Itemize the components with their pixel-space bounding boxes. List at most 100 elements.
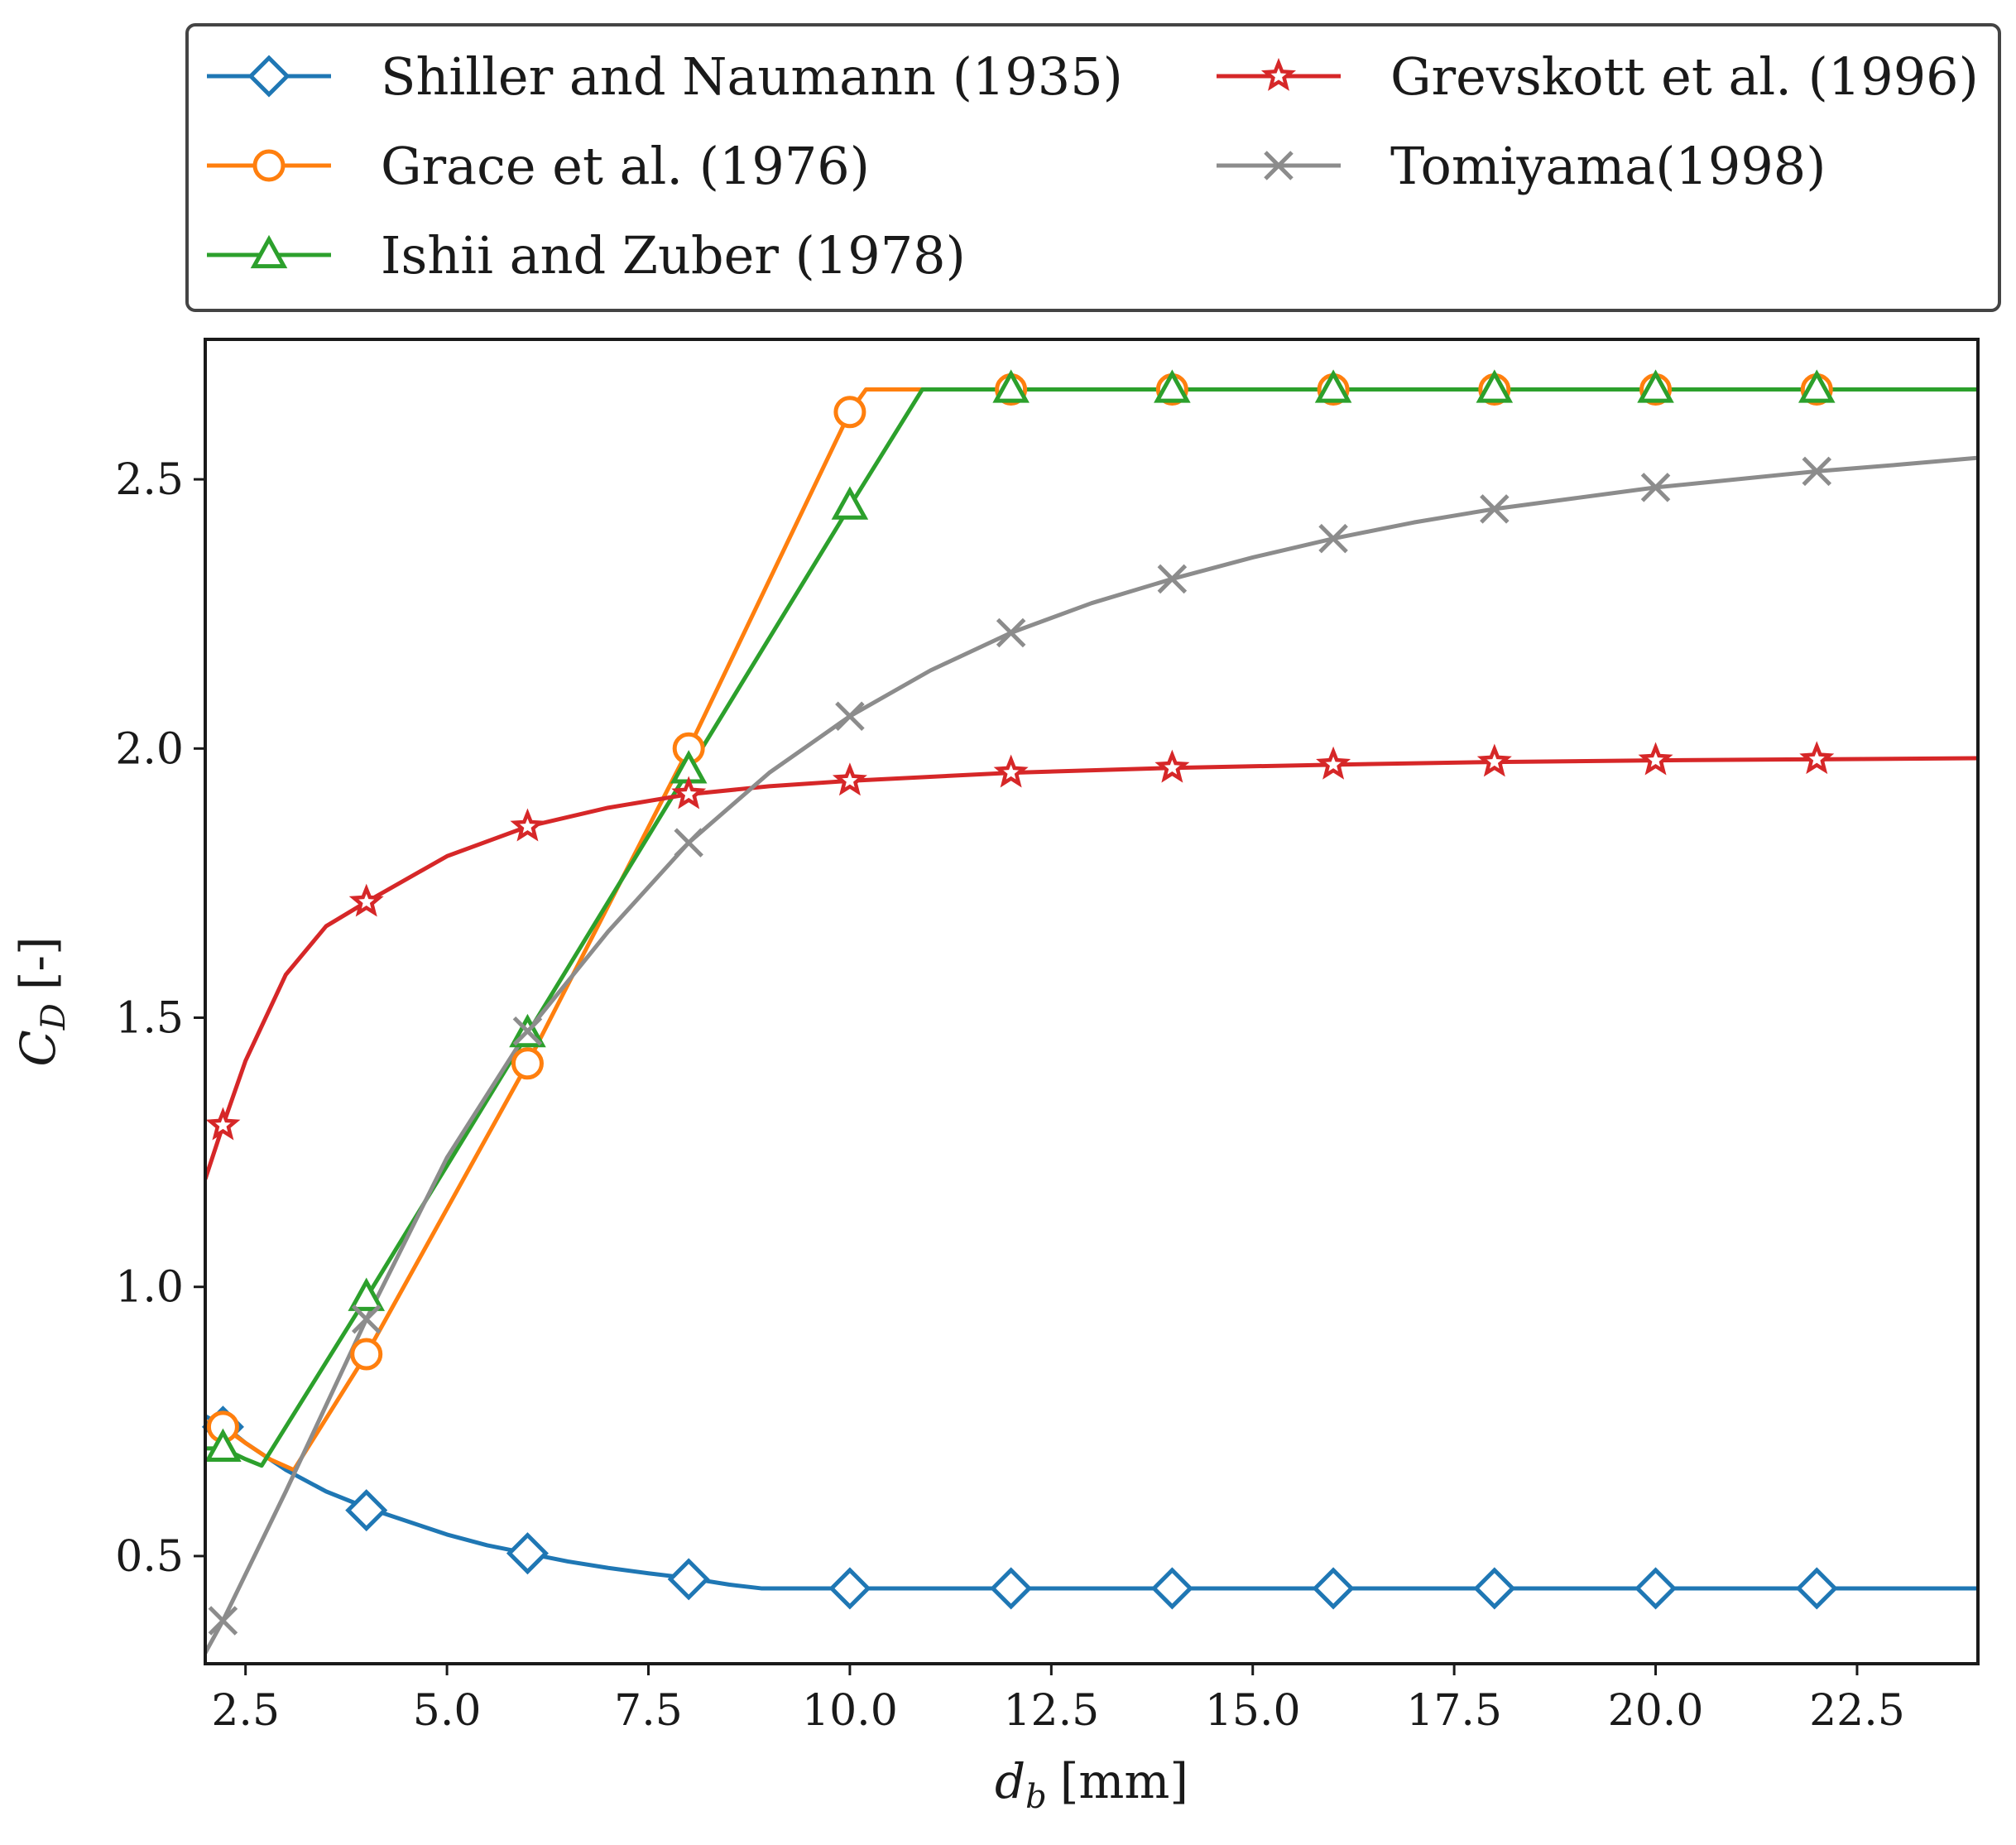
legend-frame: [185, 23, 2001, 312]
data-point: [348, 1277, 386, 1311]
data-point: [512, 1016, 543, 1046]
data-point: [510, 808, 545, 842]
data-point: [345, 1489, 388, 1532]
legend-swatch-marker: [250, 234, 288, 269]
series-line-2: [205, 387, 1978, 1473]
data-point: [205, 1107, 241, 1141]
series-line-3: [205, 387, 1978, 1468]
data-point: [1795, 1567, 1838, 1610]
data-point: [990, 1567, 1033, 1610]
data-point: [1638, 742, 1673, 776]
plot-area: [201, 338, 1980, 1665]
data-point-stroke-b: [1640, 473, 1671, 502]
data-point-stroke-b: [1318, 523, 1348, 554]
legend-label: Grevskott et al. (1996): [1390, 46, 1979, 107]
data-point: [350, 1338, 383, 1371]
data-point-stroke-b: [835, 701, 865, 732]
y-tick-label: 1.5: [115, 994, 184, 1044]
y-tick-label: 2.5: [115, 455, 184, 505]
y-tick-label: 0.5: [115, 1532, 184, 1582]
series-markers-1: [201, 1405, 1838, 1610]
data-point: [828, 1567, 871, 1610]
legend-item: Tomiyama(1998): [1217, 136, 1826, 196]
data-point: [208, 1606, 238, 1636]
y-axis-title-sub: D: [35, 1003, 73, 1031]
x-tick-label: 10.0: [802, 1686, 898, 1736]
series-lines: [205, 387, 1978, 1655]
data-point: [831, 486, 869, 520]
data-point: [1799, 741, 1835, 775]
series-markers: [201, 369, 1838, 1636]
data-point: [832, 762, 867, 796]
data-point-stroke-b: [512, 1016, 543, 1046]
legend-label: Shiller and Naumann (1935): [381, 46, 1123, 107]
data-point: [1312, 1567, 1355, 1610]
data-point: [993, 754, 1029, 788]
legend-swatch-marker-stroke-b: [1264, 151, 1294, 180]
legend-item: Grace et al. (1976): [207, 136, 870, 196]
data-point: [1150, 1567, 1193, 1610]
x-tick-label: 22.5: [1809, 1686, 1905, 1736]
y-axis-title-main: C: [10, 1030, 66, 1066]
legend: Shiller and Naumann (1935) Grace et al. (…: [185, 23, 2001, 312]
x-tick-label: 12.5: [1003, 1686, 1099, 1736]
series-line-5: [205, 455, 1978, 1655]
x-tick-label: 7.5: [614, 1686, 683, 1736]
x-axis-title: db [mm]: [995, 1753, 1188, 1816]
series-markers-4: [205, 741, 1835, 1141]
legend-label: Tomiyama(1998): [1390, 136, 1826, 196]
data-point: [671, 776, 707, 810]
data-point: [1640, 473, 1671, 502]
series-markers-2: [206, 372, 1833, 1444]
legend-item: Shiller and Naumann (1935): [207, 46, 1123, 107]
y-axis-title: CD [-]: [10, 936, 73, 1066]
data-point: [511, 1047, 544, 1080]
y-tick-label: 1.0: [115, 1263, 184, 1313]
legend-item: Grevskott et al. (1996): [1217, 46, 1979, 107]
data-point-stroke-b: [1480, 494, 1510, 524]
data-point: [1634, 1567, 1678, 1610]
data-point: [351, 1304, 382, 1334]
x-axis-title-unit: [mm]: [1060, 1753, 1188, 1809]
legend-swatch-marker: [1264, 151, 1294, 180]
data-point: [1802, 456, 1832, 487]
data-point: [348, 883, 384, 917]
legend-item: Ishii and Zuber (1978): [207, 225, 966, 286]
data-point: [996, 617, 1026, 648]
legend-swatch-marker: [252, 149, 286, 182]
legend-label: Ishii and Zuber (1978): [381, 225, 966, 286]
data-point: [1476, 369, 1514, 403]
x-axis: 2.5 5.0 7.5 10.0 12.5 15.0 17.5 20.0 22.5: [211, 1664, 1905, 1736]
x-tick-label: 5.0: [413, 1686, 482, 1736]
data-point-stroke-b: [1157, 564, 1188, 594]
data-point: [835, 701, 865, 732]
data-point-stroke-b: [996, 617, 1026, 648]
x-axis-title-sub: b: [1025, 1778, 1047, 1816]
data-point: [833, 396, 866, 429]
data-point: [1798, 369, 1836, 403]
data-point: [1157, 564, 1188, 594]
x-axis-title-main: d: [995, 1753, 1025, 1809]
data-point: [992, 369, 1030, 403]
series-line-1: [205, 1414, 1978, 1591]
data-point: [674, 828, 703, 858]
legend-entries: Shiller and Naumann (1935) Grace et al. (…: [207, 46, 1979, 286]
data-point: [1314, 369, 1352, 403]
y-axis: 0.5 1.0 1.5 2.0 2.5: [115, 455, 205, 1582]
data-point: [1637, 369, 1674, 403]
data-point-stroke-b: [351, 1304, 382, 1334]
x-tick-label: 20.0: [1608, 1686, 1704, 1736]
legend-swatch-marker: [1260, 57, 1297, 91]
series-markers-3: [204, 369, 1836, 1463]
x-tick-label: 15.0: [1205, 1686, 1301, 1736]
data-point: [1316, 746, 1351, 780]
data-point: [1154, 369, 1191, 403]
data-point: [506, 1532, 549, 1575]
y-axis-title-unit: [-]: [10, 936, 66, 990]
y-tick-label: 2.0: [115, 724, 184, 774]
data-point: [1318, 523, 1348, 554]
legend-swatch-marker: [247, 55, 290, 98]
data-point-stroke-b: [208, 1606, 238, 1636]
x-tick-label: 2.5: [211, 1686, 280, 1736]
